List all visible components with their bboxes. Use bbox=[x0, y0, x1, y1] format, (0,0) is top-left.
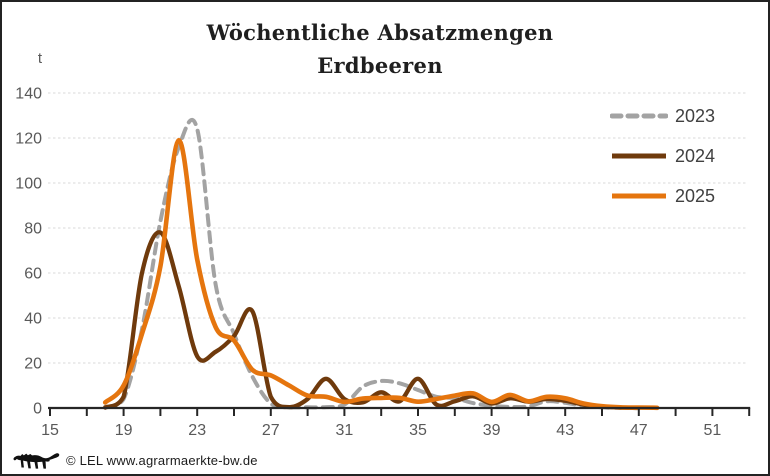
legend-label: 2024 bbox=[675, 145, 716, 166]
svg-text:40: 40 bbox=[24, 311, 42, 328]
chart-title: Wöchentliche Absatzmengen Erdbeeren bbox=[2, 16, 758, 82]
y-axis-unit-label: t bbox=[37, 50, 43, 67]
legend-line-icon bbox=[610, 113, 668, 119]
svg-text:35: 35 bbox=[409, 422, 427, 439]
legend-line-icon bbox=[612, 153, 666, 159]
legend-label: 2023 bbox=[675, 105, 716, 126]
svg-text:31: 31 bbox=[336, 422, 354, 439]
svg-text:60: 60 bbox=[24, 266, 42, 283]
axis-tick-labels: 15 19 23 27 31 35 39 43 47 51 0 20 40 60 80 100 120 140 bbox=[15, 86, 721, 440]
svg-text:19: 19 bbox=[115, 422, 133, 439]
legend-line-icon bbox=[612, 193, 666, 199]
chart-title-line2: Erdbeeren bbox=[317, 53, 443, 78]
chart-title-line1: Wöchentliche Absatzmengen bbox=[206, 20, 554, 45]
footer: © LEL www.agrarmaerkte-bw.de bbox=[12, 448, 258, 472]
legend-item-2023: 2023 bbox=[610, 96, 715, 136]
series-lines bbox=[102, 118, 660, 411]
svg-text:43: 43 bbox=[556, 422, 574, 439]
legend-item-2024: 2024 bbox=[610, 136, 715, 176]
svg-text:27: 27 bbox=[262, 422, 280, 439]
svg-text:23: 23 bbox=[188, 422, 206, 439]
legend: 2023 2024 2025 bbox=[610, 96, 715, 216]
copyright-text: © LEL www.agrarmaerkte-bw.de bbox=[66, 452, 258, 468]
svg-text:47: 47 bbox=[630, 422, 648, 439]
svg-text:0: 0 bbox=[33, 401, 42, 418]
x-axis bbox=[48, 406, 751, 416]
svg-text:51: 51 bbox=[704, 422, 722, 439]
svg-text:80: 80 bbox=[24, 221, 42, 238]
legend-item-2025: 2025 bbox=[610, 176, 715, 216]
svg-text:120: 120 bbox=[15, 131, 42, 148]
svg-text:39: 39 bbox=[483, 422, 501, 439]
bw-lion-logo bbox=[13, 453, 60, 469]
svg-text:140: 140 bbox=[15, 86, 42, 103]
svg-text:20: 20 bbox=[24, 356, 42, 373]
svg-text:100: 100 bbox=[15, 176, 42, 193]
svg-text:15: 15 bbox=[41, 422, 59, 439]
legend-label: 2025 bbox=[675, 185, 716, 206]
